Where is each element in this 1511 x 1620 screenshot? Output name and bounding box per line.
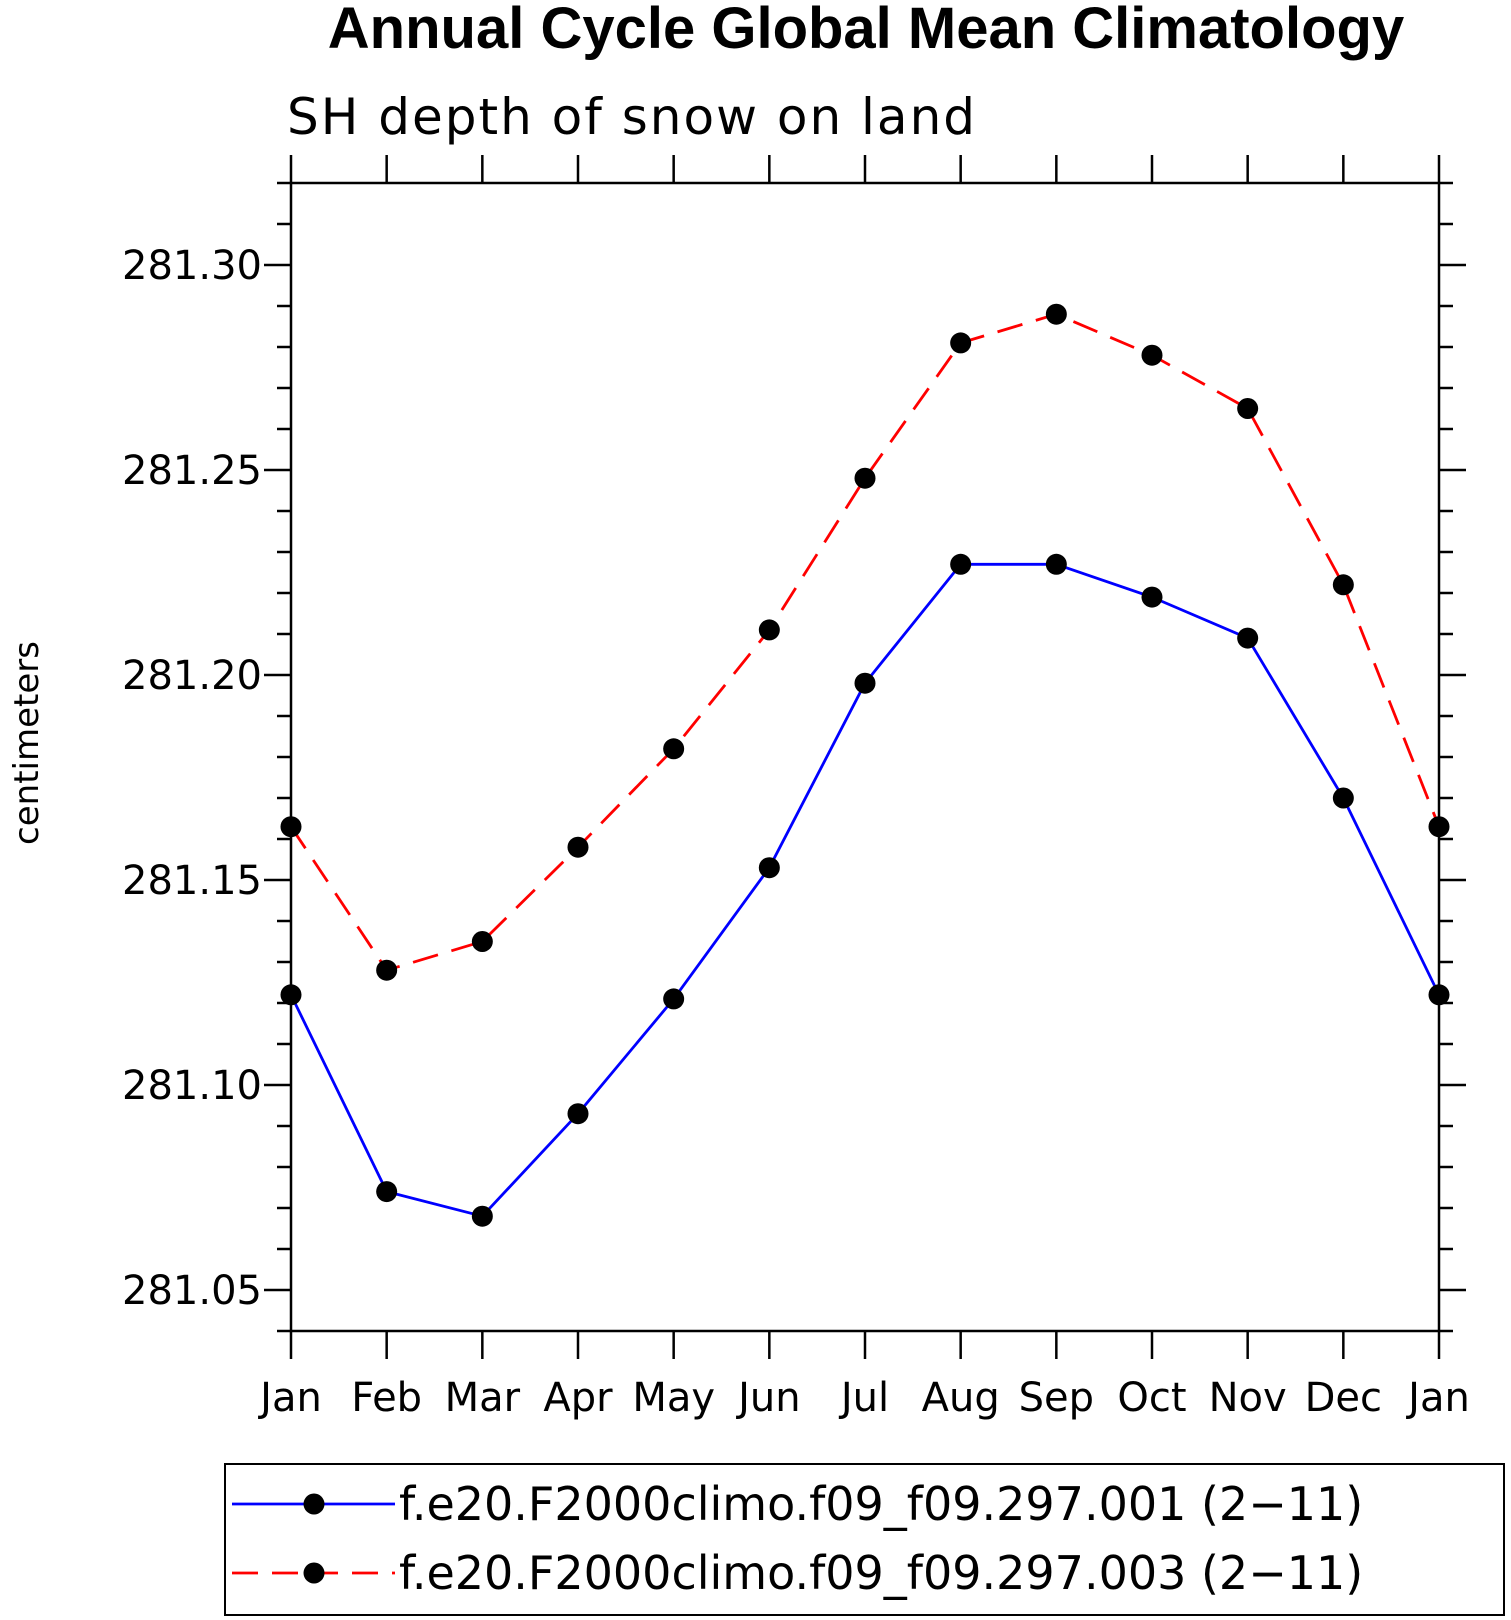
chart-title: Annual Cycle Global Mean Climatology	[328, 0, 1404, 61]
data-point-series-2	[663, 738, 685, 760]
data-point-series-2	[280, 816, 302, 838]
legend-entries: f.e20.F2000climo.f09_f09.297.001 (2−11) f…	[232, 1477, 1363, 1600]
x-tick-label: Jun	[735, 1375, 801, 1421]
data-point-series-1	[567, 1103, 589, 1125]
data-point-series-1	[663, 988, 685, 1010]
x-tick-label: Apr	[543, 1375, 613, 1421]
data-point-series-1	[758, 857, 780, 879]
data-point-series-1	[280, 984, 302, 1006]
data-point-series-2	[1237, 398, 1259, 419]
series-line-2	[289, 312, 1441, 972]
data-point-series-2	[854, 467, 876, 489]
legend-label-2: f.e20.F2000climo.f09_f09.297.003 (2−11)	[399, 1546, 1363, 1600]
x-tick-label: Mar	[445, 1375, 521, 1421]
data-point-series-1	[1237, 627, 1259, 649]
x-tick-label: Jan	[1405, 1375, 1470, 1421]
data-point-series-1	[950, 553, 972, 575]
data-point-series-2	[471, 931, 493, 952]
x-axis: Jan Feb Mar Apr May Jun Jul Aug Sep Oct Nov Dec Jan	[257, 155, 1470, 1421]
y-tick-label: 281.30	[122, 243, 262, 289]
x-tick-label: Feb	[351, 1375, 422, 1421]
data-point-series-1	[1428, 984, 1450, 1006]
x-tick-label: Dec	[1305, 1375, 1382, 1421]
y-axis: 281.05 281.10 281.15 281.20 281.25 281.30	[122, 181, 1466, 1333]
x-tick-label: Sep	[1019, 1375, 1094, 1421]
data-point-series-2	[1428, 816, 1450, 838]
legend-label-1: f.e20.F2000climo.f09_f09.297.001 (2−11)	[399, 1477, 1363, 1531]
x-tick-label: May	[632, 1375, 715, 1421]
y-tick-label: 281.15	[122, 858, 262, 904]
data-point-series-2	[1332, 574, 1354, 596]
legend-box	[224, 1463, 1505, 1616]
data-point-series-2	[950, 332, 972, 354]
x-tick-label: Oct	[1117, 1375, 1186, 1421]
legend-marker-1	[303, 1493, 325, 1515]
data-point-series-1	[1332, 787, 1354, 809]
data-point-series-1	[471, 1205, 493, 1227]
data-point-series-2	[758, 619, 780, 641]
x-tick-label: Jul	[838, 1375, 889, 1421]
legend: f.e20.F2000climo.f09_f09.297.001 (2−11) f…	[224, 1463, 1505, 1616]
data-point-series-1	[854, 672, 876, 694]
data-point-series-1	[376, 1181, 398, 1203]
x-tick-label: Aug	[922, 1375, 1000, 1421]
series-line-1	[289, 562, 1441, 1218]
x-tick-label: Nov	[1209, 1375, 1287, 1421]
data-point-series-2	[1045, 303, 1067, 325]
y-tick-label: 281.20	[122, 653, 262, 699]
x-tick-label: Jan	[257, 1375, 322, 1421]
y-tick-label: 281.25	[122, 448, 262, 494]
y-axis-label: centimeters	[7, 641, 47, 845]
data-point-series-1	[1141, 586, 1163, 608]
y-tick-label: 281.05	[122, 1268, 262, 1314]
data-point-series-2	[1141, 344, 1163, 366]
plot-series	[280, 303, 1450, 1227]
y-tick-label: 281.10	[122, 1063, 262, 1109]
data-point-series-2	[376, 959, 398, 981]
data-point-series-2	[567, 836, 589, 858]
legend-marker-2	[303, 1562, 325, 1584]
chart-subtitle: SH depth of snow on land	[287, 88, 977, 146]
data-point-series-1	[1045, 553, 1067, 575]
plot-frame	[289, 181, 1441, 1333]
